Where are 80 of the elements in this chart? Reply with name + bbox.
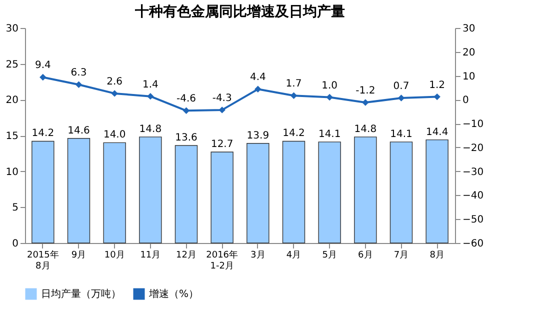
data-label: 9.4 bbox=[34, 60, 51, 72]
point bbox=[362, 99, 369, 106]
chart-title: 十种有色金属同比增速及日均产量 bbox=[134, 3, 345, 20]
y2-tick-label: 30 bbox=[462, 24, 476, 34]
x-tick-label: 3月 bbox=[250, 250, 266, 260]
data-label: 14.8 bbox=[354, 124, 377, 135]
point bbox=[398, 94, 405, 102]
data-label: 14.8 bbox=[139, 124, 162, 135]
x-tick-label: 6月 bbox=[358, 250, 373, 260]
x-tick-label: 10月 bbox=[104, 250, 125, 260]
y-tick-label: 25 bbox=[6, 59, 18, 70]
x-tick-label: 8月 bbox=[430, 250, 444, 260]
y-tick-label: 10 bbox=[6, 166, 18, 178]
bar bbox=[390, 142, 413, 244]
x-tick-label: 4月 bbox=[286, 250, 302, 260]
data-label: 6.3 bbox=[70, 68, 87, 79]
data-label: 2.6 bbox=[106, 76, 123, 88]
data-label: 4.4 bbox=[250, 72, 266, 84]
bar bbox=[354, 136, 377, 244]
data-label: 14.2 bbox=[32, 128, 54, 140]
y2-tick-label: −40 bbox=[462, 190, 484, 202]
data-label: -4.3 bbox=[212, 92, 232, 104]
y2-tick-label: −60 bbox=[462, 238, 484, 250]
x-tick-label: 12月 bbox=[176, 250, 196, 260]
point bbox=[290, 92, 298, 99]
y-tick-label: 0 bbox=[12, 238, 18, 250]
legend-label: 日均产量（万吨） bbox=[41, 288, 121, 300]
point bbox=[147, 92, 154, 100]
y2-tick-label: 0 bbox=[462, 95, 469, 106]
point bbox=[40, 74, 46, 81]
data-label: 1.7 bbox=[286, 78, 302, 90]
bar bbox=[67, 138, 90, 244]
y2-tick-label: −10 bbox=[462, 119, 484, 130]
data-label: 1.2 bbox=[429, 80, 446, 91]
data-label: 1.4 bbox=[142, 79, 158, 90]
bar bbox=[103, 142, 126, 244]
point bbox=[182, 107, 190, 114]
data-label: 0.7 bbox=[393, 80, 410, 92]
bar bbox=[282, 140, 306, 244]
y2-tick-label: 10 bbox=[462, 71, 476, 82]
data-label: 14.2 bbox=[282, 128, 305, 140]
bar bbox=[210, 152, 234, 244]
x-tick-label: 5月 bbox=[322, 250, 337, 260]
y2-tick-label: 20 bbox=[462, 47, 476, 58]
data-label: 14.1 bbox=[318, 128, 341, 140]
bar bbox=[139, 136, 162, 244]
data-label: 13.6 bbox=[175, 132, 198, 144]
data-label: 1.0 bbox=[322, 80, 338, 92]
y-tick-label: 5 bbox=[12, 202, 18, 214]
y-tick-label: 20 bbox=[6, 95, 18, 106]
data-label: 14.4 bbox=[426, 126, 448, 138]
point bbox=[218, 106, 226, 114]
point bbox=[254, 86, 262, 93]
x-tick-label: 2015年 8月 bbox=[26, 250, 59, 272]
data-label: 14.0 bbox=[103, 130, 126, 141]
data-label: -1.2 bbox=[356, 86, 376, 97]
legend-label: 增速（%） bbox=[148, 288, 199, 300]
data-label: -4.6 bbox=[176, 94, 196, 105]
bar bbox=[32, 140, 54, 244]
bar bbox=[174, 145, 198, 244]
x-tick-label: 11月 bbox=[140, 250, 161, 260]
bar bbox=[318, 142, 341, 244]
y-tick-label: 30 bbox=[6, 24, 18, 34]
bar bbox=[246, 143, 270, 244]
y-tick-label: 15 bbox=[6, 131, 18, 142]
bar bbox=[426, 139, 448, 244]
point bbox=[326, 94, 333, 101]
data-label: 14.1 bbox=[390, 128, 412, 140]
data-label: 14.6 bbox=[68, 125, 90, 136]
x-tick-label: 9月 bbox=[71, 250, 86, 260]
x-tick-label: 2016年 1-2月 bbox=[206, 250, 238, 272]
y2-tick-label: −50 bbox=[462, 214, 484, 226]
y2-tick-label: −30 bbox=[462, 166, 484, 178]
point bbox=[75, 81, 82, 88]
data-label: 12.7 bbox=[210, 138, 234, 150]
x-tick-label: 7月 bbox=[394, 250, 409, 260]
point bbox=[111, 90, 118, 97]
data-label: 13.9 bbox=[246, 130, 270, 142]
y2-tick-label: −20 bbox=[462, 142, 484, 154]
point bbox=[434, 93, 440, 100]
